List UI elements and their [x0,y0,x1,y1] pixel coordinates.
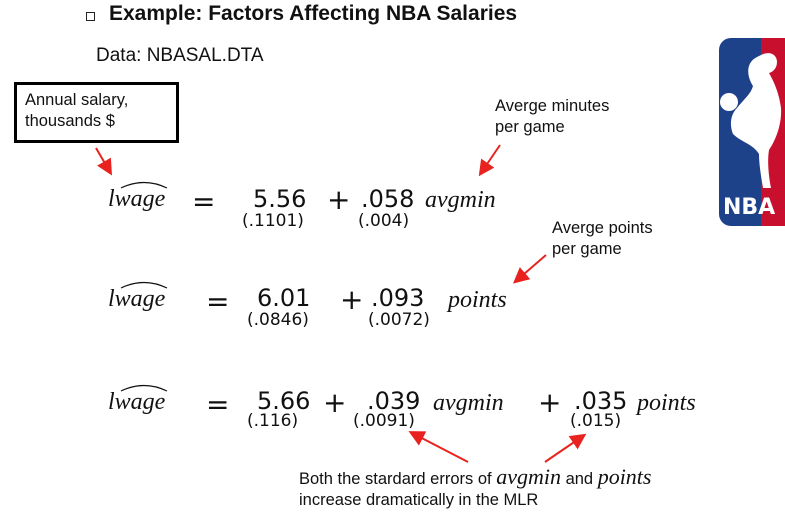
equation-3-coef-1: .039 [367,387,421,415]
equation-1-var-1: avgmin [425,187,496,213]
equation-2-se-1: (.0072) [368,310,430,330]
equation-1-lhs-text: lwage [108,186,166,212]
equation-2-lhs: lwage [108,281,168,313]
minutes-annotation-line2: per game [495,118,565,136]
equation-2-plus: + [340,283,364,316]
hat-icon [120,281,168,289]
equation-3-plus-1: + [323,386,347,419]
equation-3-intercept-se: (.116) [247,411,299,431]
points-annotation-line1: Averge points [552,219,653,237]
nba-logo-icon: NBA [719,38,785,226]
equation-3-equals: = [206,388,230,421]
ball-shape [720,93,738,111]
hat-icon [120,384,168,392]
salary-arrow [95,147,113,176]
footnote: Both the stardard errors of avgmin and p… [299,466,651,511]
points-annotation: Averge points per game [552,218,653,260]
footnote-line2: increase dramatically in the MLR [299,491,539,509]
bullet-icon [86,12,95,21]
equation-2-intercept-se: (.0846) [247,310,309,330]
footnote-var-avgmin: avgmin [496,464,561,489]
equation-1-se-1: (.004) [358,211,410,231]
data-source: Data: NBASAL.DTA [96,45,264,66]
equation-2-intercept: 6.01 [257,284,311,312]
equation-3-se-2: (.015) [570,411,622,431]
equation-1-lhs: lwage [108,181,168,213]
footnote-var-points: points [597,464,652,489]
equation-3-plus-2: + [538,386,562,419]
footnote-arrow-left [408,431,469,463]
nba-logo: NBA [719,38,785,226]
minutes-arrow [478,144,501,177]
player-silhouette [730,53,782,188]
minutes-annotation: Averge minutes per game [495,96,609,138]
equation-2-var-1: points [448,287,507,313]
equation-1-plus: + [327,183,351,216]
equation-3-intercept: 5.66 [257,387,311,415]
equation-3-se-1: (.0091) [353,411,415,431]
equation-1-coef-1: .058 [361,185,415,213]
equation-2-equals: = [206,285,230,318]
footnote-text-and: and [565,470,594,488]
equation-3-lhs-text: lwage [108,389,166,415]
equation-3-var-2: points [637,390,696,416]
slide-title: Example: Factors Affecting NBA Salaries [109,2,518,25]
equation-1-intercept: 5.56 [253,185,307,213]
equation-3-var-1: avgmin [433,390,504,416]
points-arrow [512,254,547,284]
nba-logo-text: NBA [723,195,775,220]
equation-3-coef-2: .035 [574,387,628,415]
equation-2-coef-1: .093 [371,284,425,312]
equation-1-intercept-se: (.1101) [242,211,304,231]
footnote-text-before: Both the stardard errors of [299,470,492,488]
points-annotation-line2: per game [552,240,622,258]
salary-callout: Annual salary, thousands $ [14,82,179,143]
footnote-line1: Both the stardard errors of avgmin and p… [299,466,651,490]
equation-1-equals: = [192,185,216,218]
salary-callout-line2: thousands $ [25,112,115,130]
minutes-annotation-line1: Averge minutes [495,97,610,115]
equation-2-lhs-text: lwage [108,286,166,312]
equation-3-lhs: lwage [108,384,168,416]
hat-icon [120,181,168,189]
salary-callout-line1: Annual salary, [25,91,129,109]
footnote-arrow-right [544,433,587,463]
